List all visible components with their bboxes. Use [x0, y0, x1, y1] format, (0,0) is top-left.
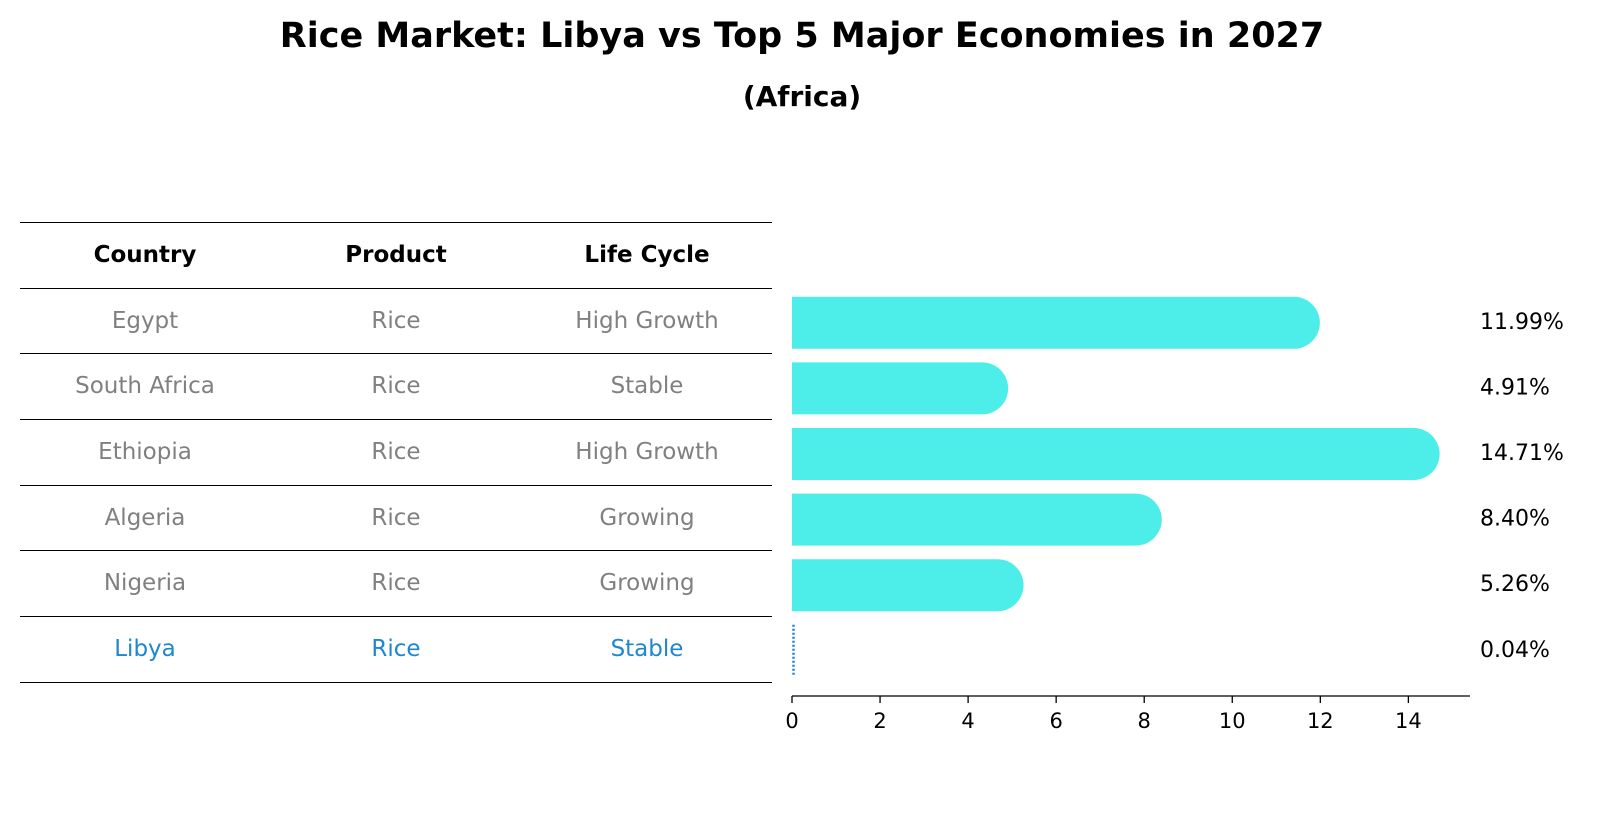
column-header-product: Product	[345, 242, 447, 268]
chart-subtitle: (Africa)	[742, 80, 862, 113]
table-rule	[20, 682, 772, 683]
bar	[792, 296, 1320, 349]
table-cell-product: Rice	[371, 439, 421, 465]
table-cell-country: Algeria	[104, 505, 186, 531]
bar	[792, 559, 1024, 612]
table-cell-product: Rice	[371, 373, 421, 399]
table-cell-product: Rice	[371, 636, 421, 662]
data-label: 8.40%	[1480, 507, 1550, 532]
x-axis-ticks: 0 2 4 6 8 10 12 14	[785, 696, 1422, 733]
data-label: 0.04%	[1480, 638, 1550, 663]
table-cell-country: Egypt	[111, 308, 179, 334]
table-rule	[20, 353, 772, 354]
bars-group	[792, 296, 1440, 677]
x-tick-label: 4	[961, 709, 974, 733]
x-tick-label: 12	[1307, 709, 1334, 733]
table-cell-life-cycle: Stable	[610, 373, 684, 399]
table-rule	[20, 485, 772, 486]
bar	[792, 428, 1440, 480]
table-cell-country: Libya	[114, 636, 176, 662]
column-header-country: Country	[93, 242, 197, 268]
x-tick-label: 0	[785, 709, 798, 733]
data-label: 5.26%	[1480, 572, 1550, 597]
data-label: 4.91%	[1480, 375, 1550, 400]
table-cell-life-cycle: Growing	[599, 505, 695, 531]
table-cell-product: Rice	[371, 570, 421, 596]
table-cell-country: Nigeria	[103, 570, 187, 596]
chart-title: Rice Market: Libya vs Top 5 Major Econom…	[279, 16, 1325, 56]
table-cell-life-cycle: High Growth	[575, 439, 719, 465]
table-cell-country: Ethiopia	[98, 439, 192, 465]
table-rule	[20, 288, 772, 289]
x-tick-label: 6	[1049, 709, 1062, 733]
table-cell-life-cycle: Growing	[599, 570, 695, 596]
table-cell-life-cycle: High Growth	[575, 308, 719, 334]
table-cell-life-cycle: Stable	[610, 636, 684, 662]
table-rule	[20, 616, 772, 617]
bar	[792, 362, 1009, 415]
x-tick-label: 10	[1219, 709, 1246, 733]
table-cell-product: Rice	[371, 505, 421, 531]
x-tick-label: 8	[1138, 709, 1151, 733]
x-tick-label: 2	[873, 709, 886, 733]
table-rule	[20, 550, 772, 551]
data-label: 11.99%	[1480, 310, 1564, 335]
table-rule	[20, 419, 772, 420]
column-header-life-cycle: Life Cycle	[584, 242, 710, 268]
x-tick-label: 14	[1395, 709, 1422, 733]
table-cell-product: Rice	[371, 308, 421, 334]
table-cell-country: South Africa	[75, 373, 215, 399]
data-label: 14.71%	[1480, 441, 1564, 466]
value-labels: 11.99% 4.91% 14.71% 8.40% 5.26% 0.04%	[1480, 310, 1564, 663]
table-rule	[20, 222, 772, 223]
bar	[792, 493, 1162, 546]
